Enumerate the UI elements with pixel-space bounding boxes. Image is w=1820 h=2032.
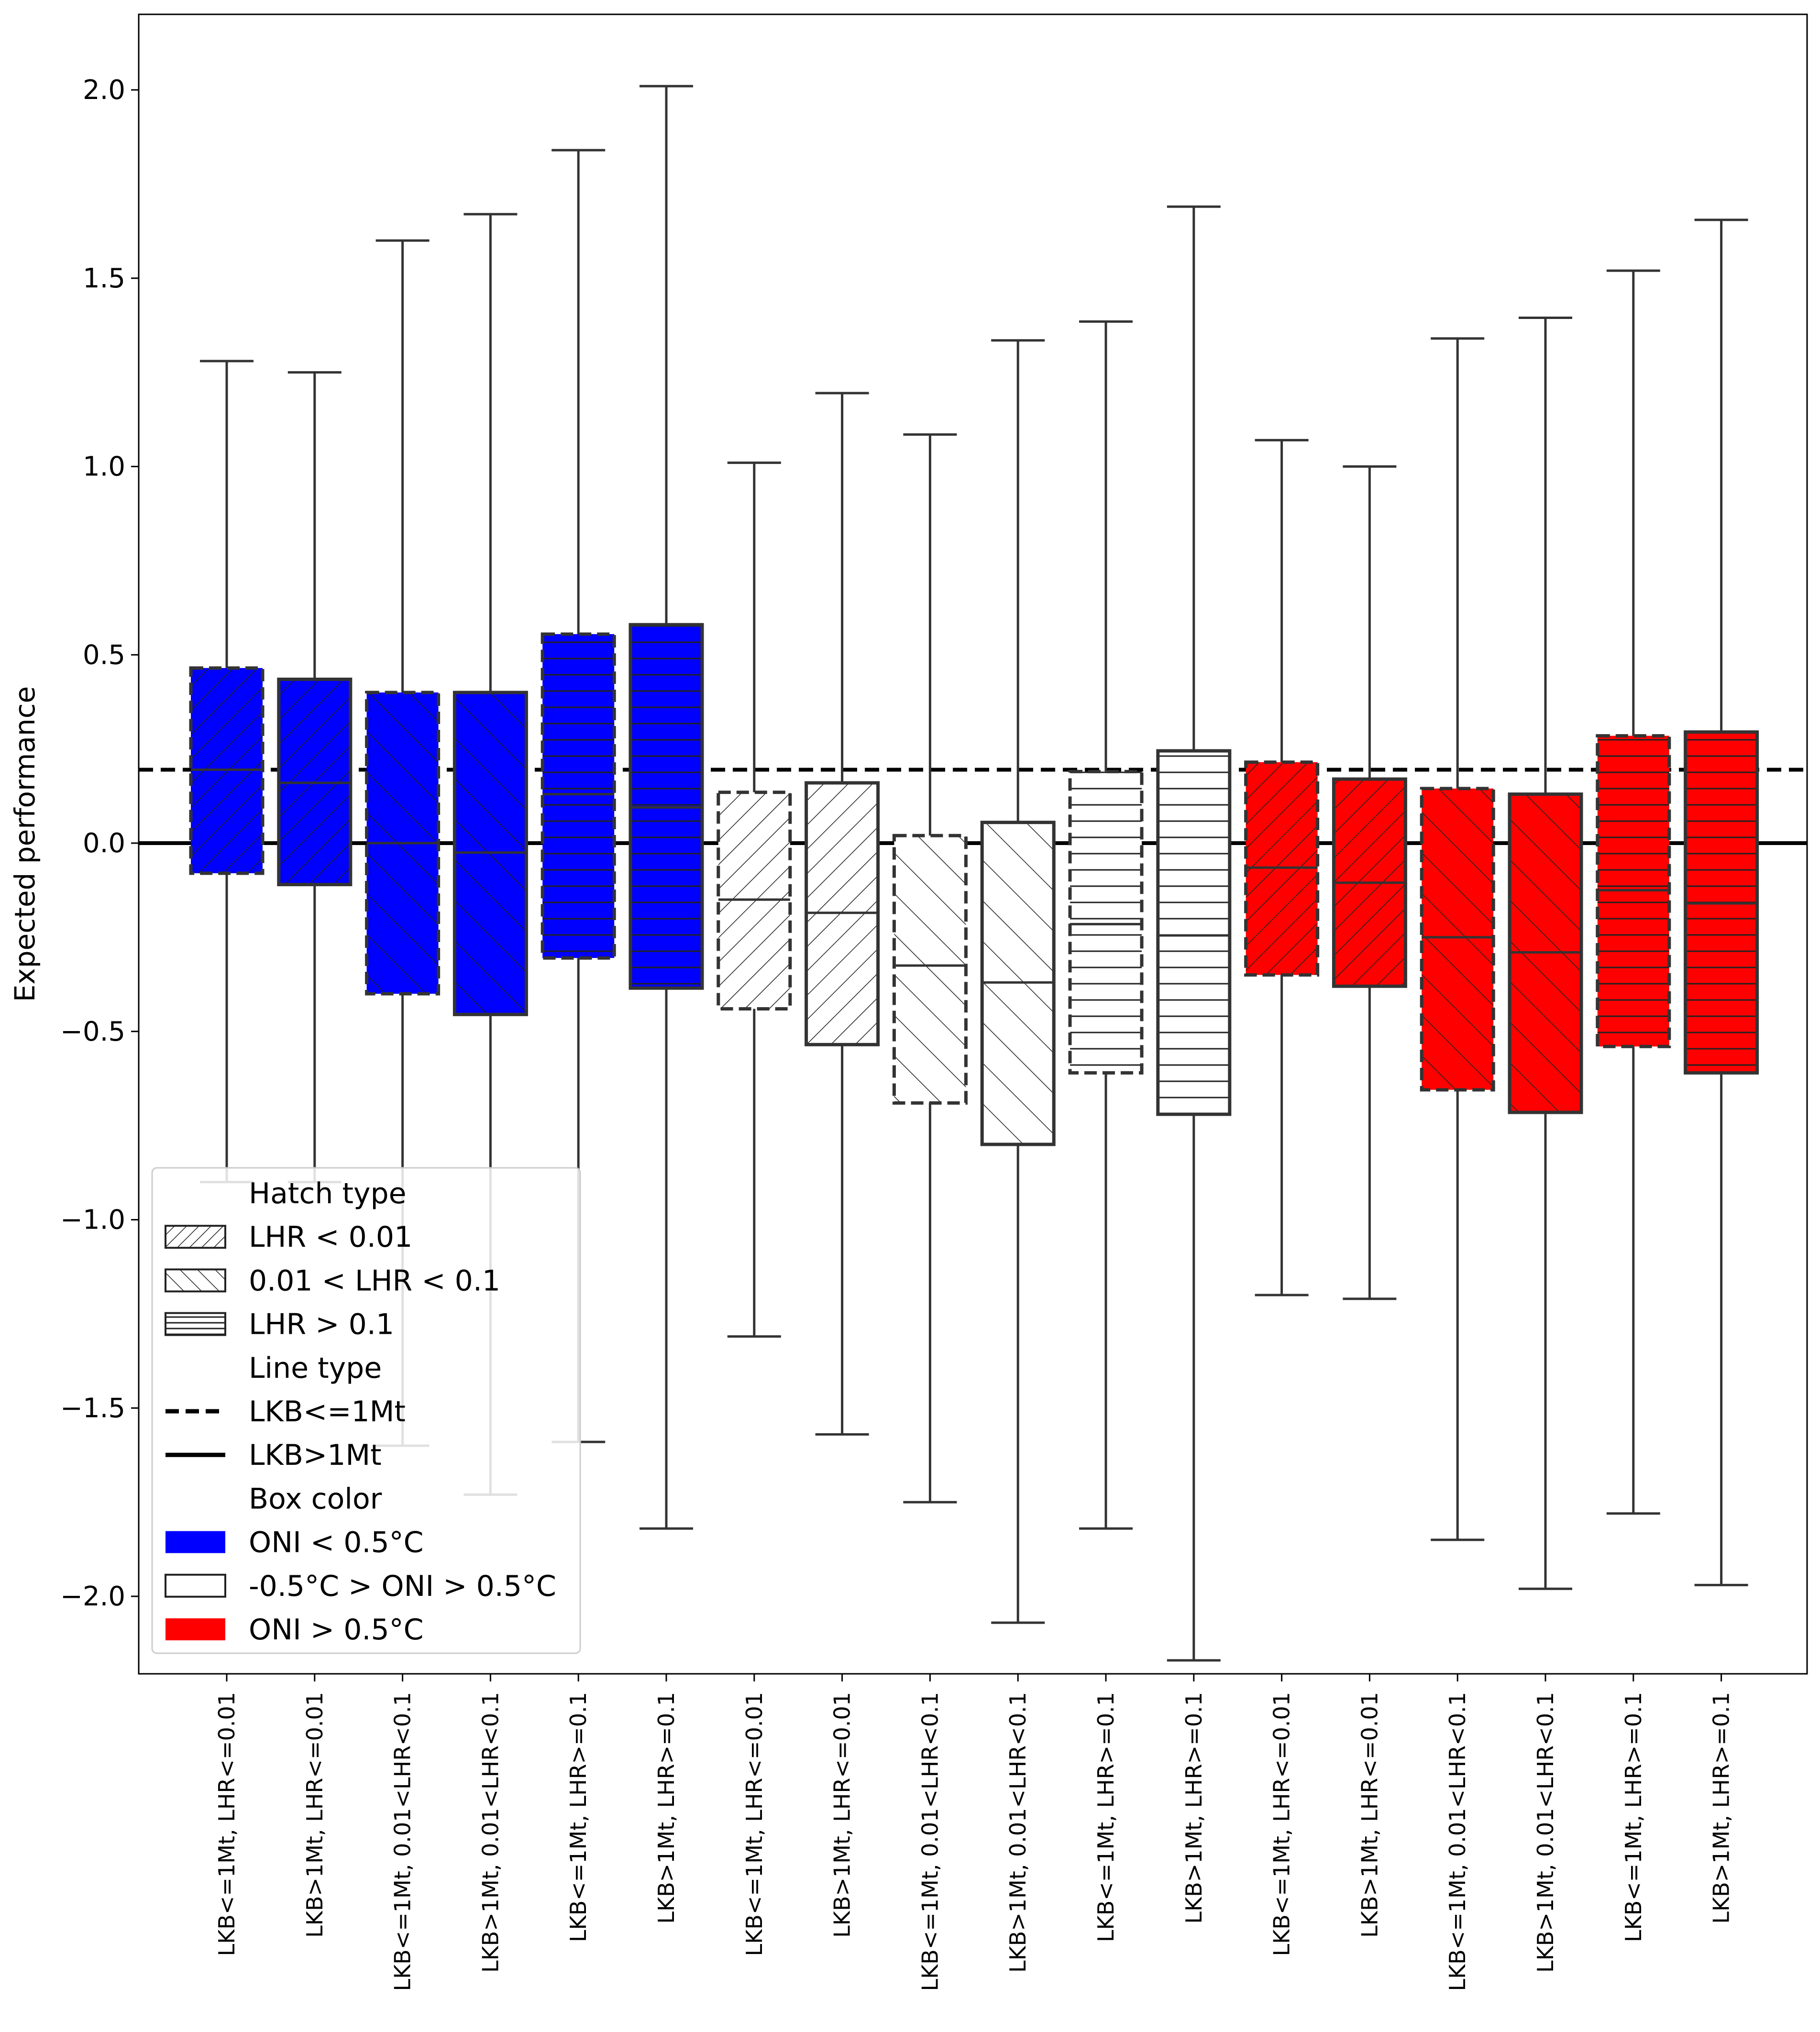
x-ticks: LKB<=1Mt, LHR<=0.01 LKB>1Mt, LHR<=0.01 LKB…	[214, 1674, 1734, 1991]
box-18	[1684, 219, 1759, 1586]
y-ticks: 2.0 1.5 1.0 0.5 0.0 −0.5 −1.0 −1.5 −2.0	[60, 75, 139, 1612]
box-outline	[540, 632, 616, 960]
legend-label: LKB>1Mt	[249, 1439, 382, 1472]
x-tick-label: LKB<=1Mt, 0.01<LHR<0.1	[917, 1692, 943, 1991]
box-16	[1508, 316, 1583, 1590]
box-15	[1420, 337, 1495, 1541]
x-tick-label: LKB>1Mt, 0.01<LHR<0.1	[1533, 1692, 1558, 1973]
x-tick-label: LKB<=1Mt, LHR>=0.1	[1093, 1692, 1119, 1942]
legend-entry-header: Hatch type	[249, 1177, 407, 1210]
plot-frame	[138, 13, 1808, 1675]
box-8	[805, 392, 880, 1436]
x-tick-label: LKB>1Mt, 0.01<LHR<0.1	[1005, 1692, 1031, 1973]
box-outline	[1068, 769, 1144, 1075]
y-tick-label: 2.0	[83, 75, 125, 106]
x-tick-label: LKB<=1Mt, LHR<=0.01	[214, 1692, 240, 1956]
x-tick-label: LKB<=1Mt, LHR>=0.1	[565, 1692, 591, 1942]
legend-label: -0.5°C > ONI > 0.5°C	[249, 1570, 556, 1603]
legend-entry-header: Box color	[249, 1482, 382, 1516]
box-7	[717, 461, 792, 1338]
legend-color-swatch	[165, 1531, 225, 1553]
legend-label: 0.01 < LHR < 0.1	[249, 1264, 500, 1297]
box-4	[452, 213, 528, 1496]
legend: Hatch type LHR < 0.01 0.01 < LHR < 0.1 LHR …	[151, 1167, 581, 1654]
box-hatch	[1422, 788, 1494, 1090]
box-11	[1068, 320, 1144, 1530]
box-outline	[1420, 787, 1495, 1092]
y-tick-label: 1.0	[83, 451, 125, 483]
x-tick-label: LKB>1Mt, LHR>=0.1	[1181, 1692, 1207, 1924]
legend-label: LKB<=1Mt	[249, 1395, 406, 1428]
x-tick-label: LKB>1Mt, 0.01<LHR<0.1	[477, 1692, 503, 1973]
box-12	[1156, 205, 1232, 1662]
legend-hatch-swatch	[165, 1312, 226, 1336]
y-tick-label: −1.5	[60, 1393, 125, 1424]
legend-header: Box color	[249, 1482, 382, 1516]
box-10	[980, 339, 1056, 1624]
legend-frame	[151, 1167, 581, 1654]
legend-label: LHR > 0.1	[249, 1308, 394, 1341]
x-tick-label: LKB>1Mt, LHR>=0.1	[653, 1692, 679, 1924]
legend-header: Hatch type	[249, 1177, 407, 1210]
legend-entry-line: LKB>1Mt	[165, 1439, 382, 1472]
x-tick-label: LKB<=1Mt, 0.01<LHR<0.1	[1445, 1692, 1470, 1991]
legend-entry-hatch: LHR > 0.1	[165, 1308, 394, 1341]
box-2	[277, 371, 353, 1184]
y-axis-label-group: Expected performance	[9, 686, 41, 1002]
box-3	[365, 239, 441, 1447]
legend-entry-color: ONI < 0.5°C	[165, 1526, 424, 1560]
legend-entry-header: Line type	[249, 1351, 382, 1385]
legend-label: ONI > 0.5°C	[249, 1613, 424, 1647]
boxes	[189, 85, 1759, 1662]
x-tick-label: LKB>1Mt, LHR<=0.01	[302, 1692, 328, 1938]
legend-label: LHR < 0.01	[249, 1220, 412, 1254]
box-hatch	[1070, 771, 1142, 1073]
box-outline	[892, 834, 968, 1105]
legend-entry-color: ONI > 0.5°C	[165, 1613, 424, 1647]
x-tick-label: LKB>1Mt, LHR<=0.01	[829, 1692, 855, 1938]
box-1	[189, 360, 265, 1184]
legend-hatch-swatch	[165, 1225, 226, 1249]
box-9	[892, 433, 968, 1504]
y-tick-label: −1.0	[60, 1205, 125, 1236]
legend-entry-hatch: LHR < 0.01	[165, 1220, 412, 1254]
legend-color-swatch	[165, 1573, 226, 1598]
y-tick-label: 0.0	[83, 828, 125, 859]
x-tick-label: LKB>1Mt, LHR<=0.01	[1357, 1692, 1382, 1938]
box-17	[1596, 269, 1671, 1515]
box-6	[629, 85, 704, 1530]
x-tick-label: LKB<=1Mt, LHR>=0.1	[1621, 1692, 1646, 1942]
y-tick-label: 1.5	[83, 263, 125, 294]
x-tick-label: LKB<=1Mt, LHR<=0.01	[1269, 1692, 1295, 1956]
box-hatch	[1158, 751, 1230, 1114]
x-tick-label: LKB>1Mt, LHR>=0.1	[1709, 1692, 1734, 1924]
box-hatch	[542, 634, 615, 958]
y-tick-label: −2.0	[60, 1581, 125, 1612]
box-outline	[1156, 749, 1232, 1116]
legend-hatch-swatch	[165, 1268, 226, 1293]
y-axis-label: Expected performance	[9, 686, 41, 1002]
legend-color-swatch	[165, 1618, 225, 1640]
legend-entry-hatch: 0.01 < LHR < 0.1	[165, 1264, 500, 1297]
box-13	[1244, 439, 1320, 1296]
y-tick-label: 0.5	[83, 639, 125, 670]
x-tick-label: LKB<=1Mt, 0.01<LHR<0.1	[390, 1692, 416, 1991]
x-tick-label: LKB<=1Mt, LHR<=0.01	[741, 1692, 767, 1956]
box-14	[1332, 465, 1407, 1300]
y-tick-label: −0.5	[60, 1016, 125, 1047]
legend-entry-color: -0.5°C > ONI > 0.5°C	[165, 1570, 556, 1603]
legend-entry-line: LKB<=1Mt	[165, 1395, 406, 1428]
legend-header: Line type	[249, 1351, 382, 1385]
legend-label: ONI < 0.5°C	[249, 1526, 424, 1560]
box-hatch	[894, 835, 966, 1103]
